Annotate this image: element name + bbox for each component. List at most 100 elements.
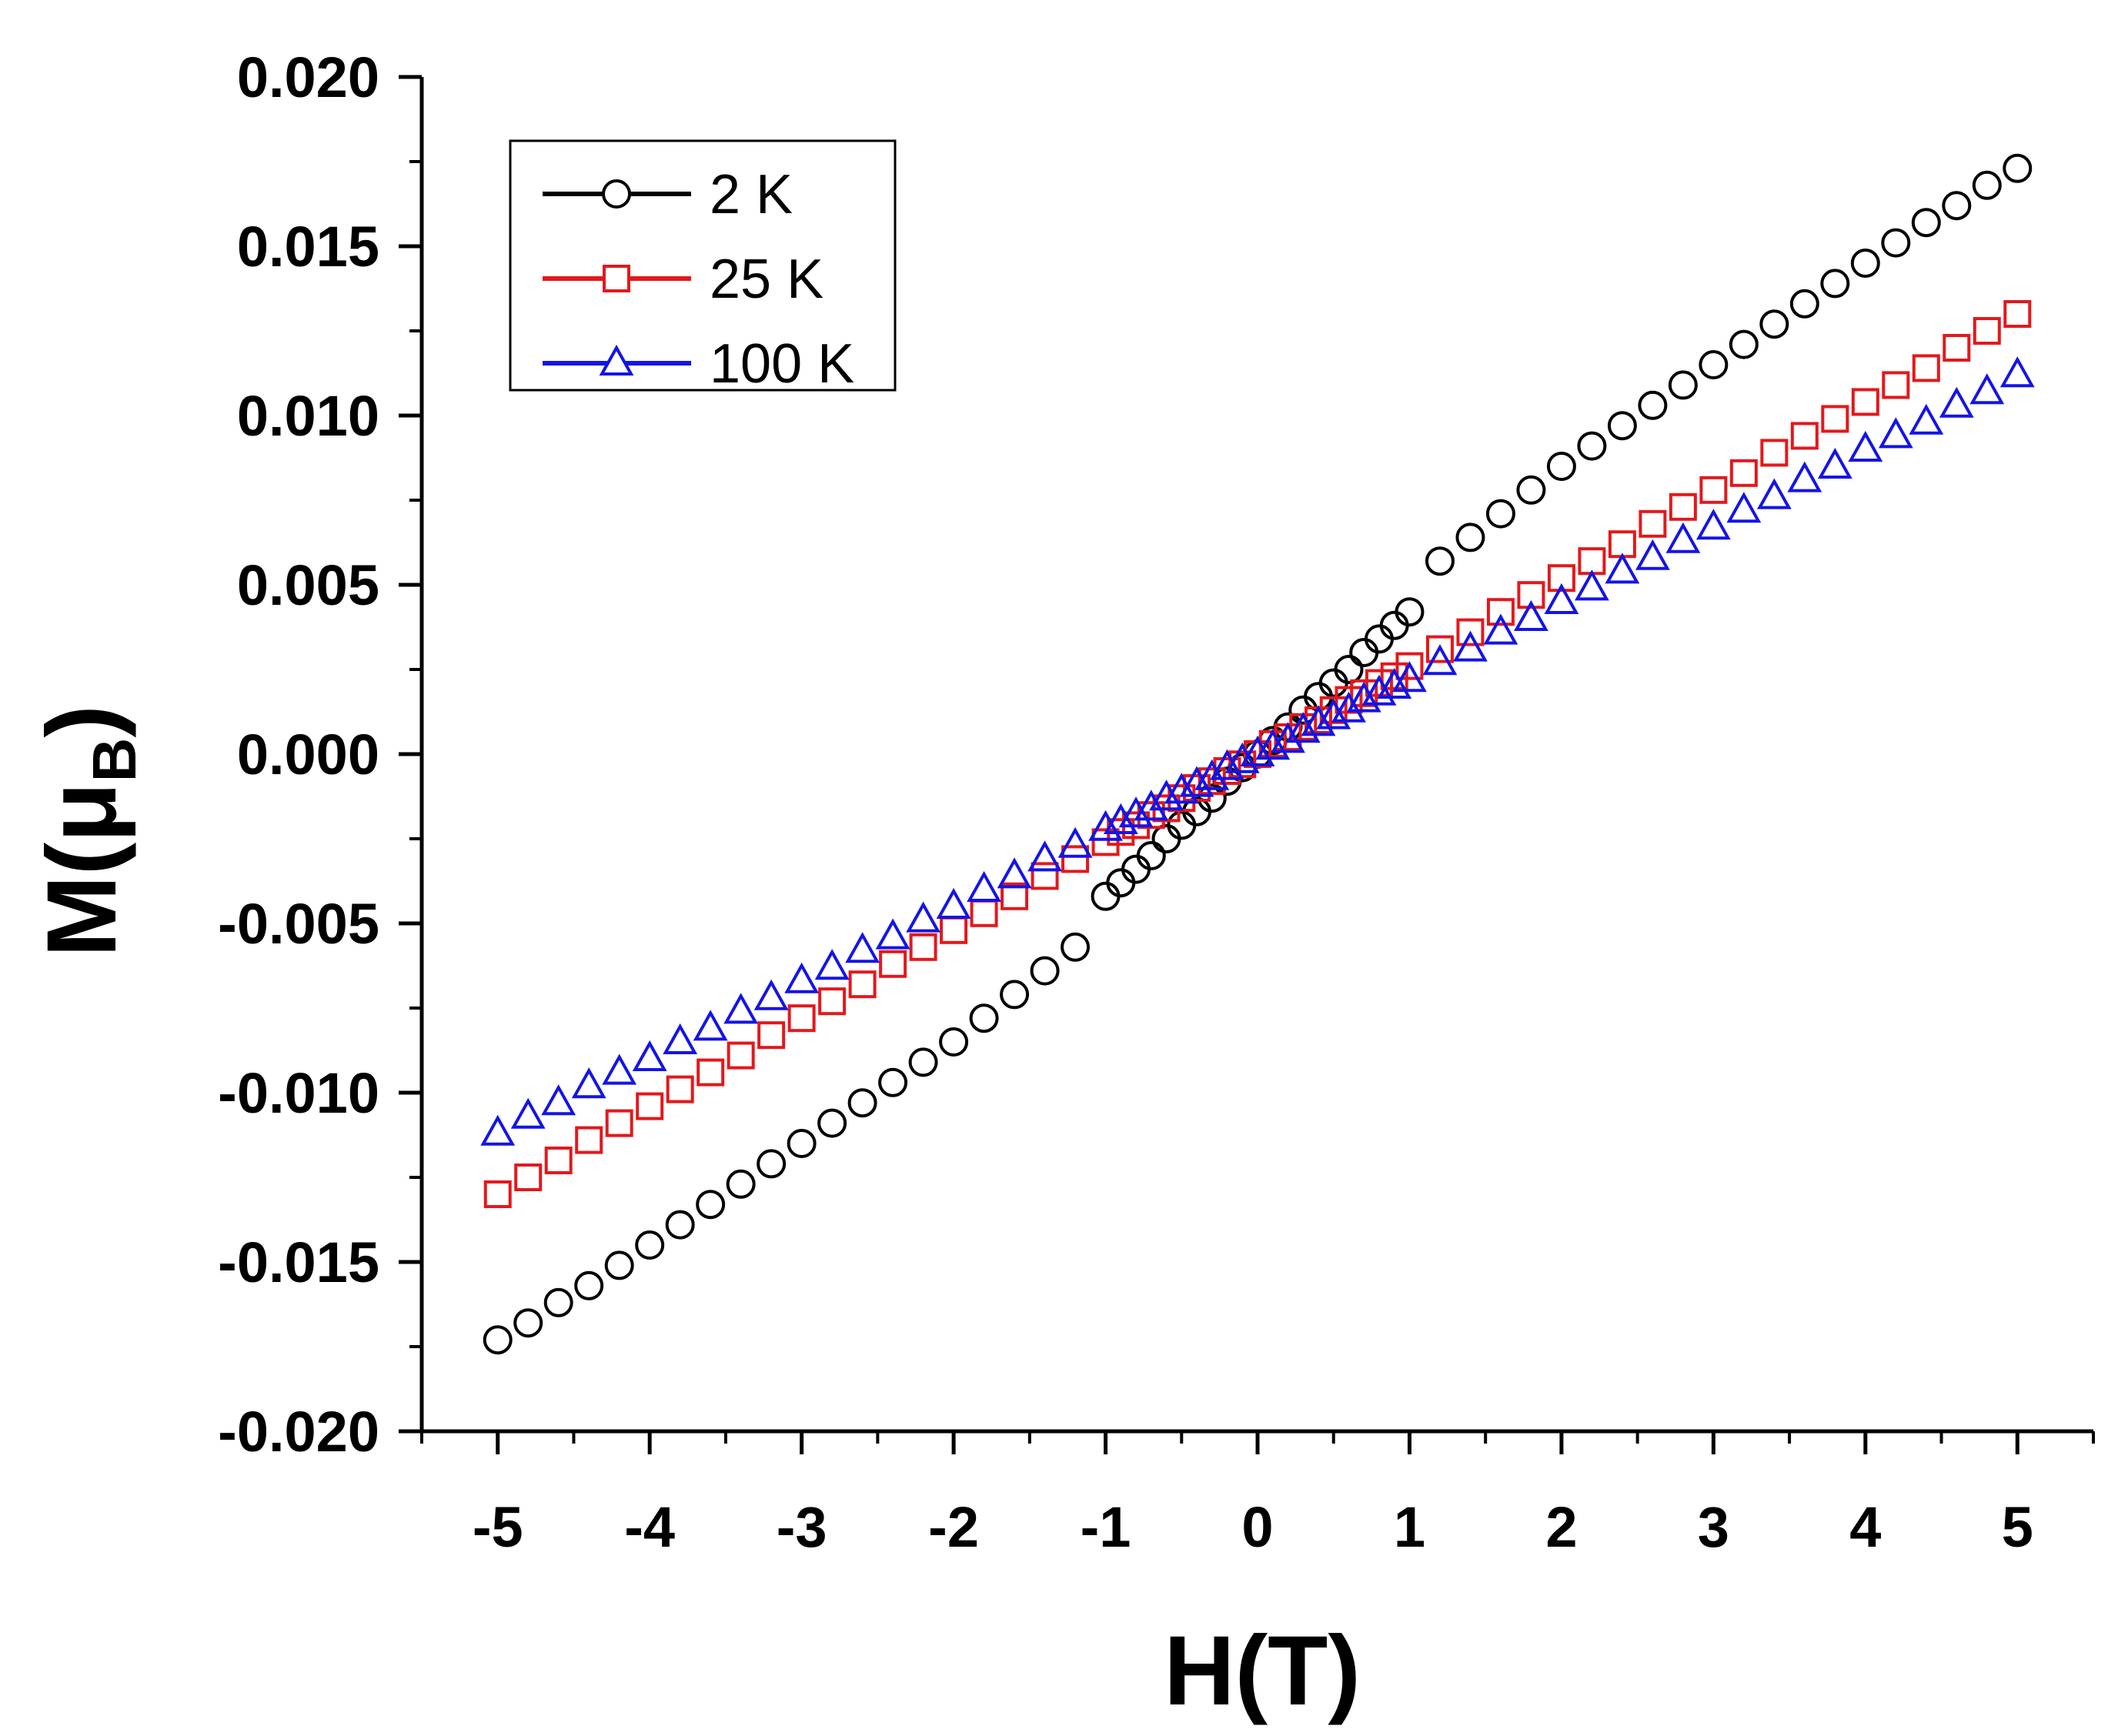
data-point — [1943, 334, 1971, 362]
data-point — [817, 1108, 847, 1138]
x-tick-label: 1 — [1394, 1495, 1425, 1559]
data-point — [1194, 759, 1230, 790]
data-point — [1030, 956, 1060, 986]
data-point — [1285, 712, 1321, 743]
legend-label: 2 K — [710, 164, 793, 225]
data-point — [848, 970, 877, 999]
data-point — [1001, 882, 1029, 910]
data-point — [1912, 354, 1940, 382]
data-point — [1346, 681, 1381, 713]
data-point — [1091, 828, 1120, 856]
legend-marker — [602, 179, 631, 209]
x-tick-label: -5 — [473, 1495, 523, 1559]
data-point — [483, 1180, 512, 1208]
y-tick-label: 0.005 — [237, 553, 379, 617]
data-point — [1911, 208, 1941, 238]
data-point — [787, 1004, 816, 1033]
data-point — [1517, 581, 1545, 609]
data-point — [1334, 655, 1364, 684]
x-tick-label: 0 — [1241, 1495, 1273, 1559]
x-axis-ticks — [420, 1431, 2095, 1454]
legend-entry: 100 K — [543, 333, 854, 395]
data-point — [1453, 630, 1488, 662]
data-point — [908, 1047, 938, 1077]
data-point — [1639, 509, 1667, 538]
y-axis-title: M(μB) — [27, 705, 149, 957]
data-point — [784, 962, 820, 993]
data-point — [1668, 370, 1698, 400]
data-point — [1271, 722, 1305, 753]
data-point — [1061, 932, 1091, 962]
data-point — [543, 1287, 573, 1317]
y-tick-label: 0.020 — [237, 45, 379, 109]
legend-entries: 2 K 25 K 100 K — [543, 164, 854, 395]
data-point — [575, 1126, 603, 1154]
data-point — [878, 1067, 908, 1097]
data-point — [970, 899, 998, 927]
data-point — [1224, 742, 1260, 773]
data-point — [1422, 644, 1458, 676]
data-point — [906, 901, 941, 933]
data-point — [847, 1088, 877, 1118]
data-point — [1729, 459, 1758, 487]
legend-entry: 2 K — [543, 164, 793, 225]
x-tick-label: -1 — [1081, 1495, 1131, 1559]
y-tick-labels: -0.020 -0.015 -0.010 -0.005 0.000 0.005 0.010 0… — [218, 45, 379, 1464]
data-point — [1136, 841, 1166, 870]
data-point — [1516, 475, 1546, 505]
data-point — [1255, 729, 1291, 760]
data-point — [1787, 461, 1822, 492]
data-point — [1699, 350, 1729, 379]
data-point — [604, 1250, 634, 1280]
data-point — [1301, 705, 1336, 736]
data-point — [483, 1325, 513, 1355]
x-tick-label: 5 — [2002, 1495, 2033, 1559]
data-point — [571, 1067, 606, 1099]
data-point — [1091, 881, 1121, 911]
x-tick-label: 2 — [1545, 1495, 1577, 1559]
data-point — [967, 870, 1001, 902]
legend-entry: 25 K — [543, 249, 823, 310]
data-point — [1395, 597, 1425, 627]
data-point — [1699, 476, 1728, 504]
data-point — [1379, 610, 1409, 640]
data-point — [1425, 546, 1455, 576]
data-point — [1331, 691, 1366, 723]
data-point — [1164, 773, 1199, 804]
data-point — [574, 1270, 604, 1300]
y-axis-title-subscript: B — [80, 738, 149, 783]
data-point — [814, 949, 850, 980]
data-point — [544, 1147, 573, 1174]
y-tick-label: 0.015 — [237, 215, 379, 279]
data-point — [1031, 862, 1059, 890]
data-point — [697, 1058, 725, 1087]
data-point — [939, 1027, 969, 1057]
data-point — [1850, 249, 1880, 278]
data-point — [1318, 668, 1348, 698]
data-point — [1134, 790, 1169, 821]
data-point — [1790, 422, 1819, 450]
data-point — [636, 1092, 664, 1120]
data-point — [936, 887, 971, 919]
data-point — [605, 1109, 633, 1137]
data-point — [1167, 810, 1197, 840]
data-point — [1486, 598, 1515, 626]
y-axis-title-symbol: μ — [27, 782, 137, 842]
data-point — [1088, 810, 1123, 841]
data-point — [1942, 191, 1972, 221]
data-point — [510, 1097, 546, 1129]
data-point — [845, 932, 880, 963]
data-point — [1544, 583, 1579, 614]
data-point — [480, 1114, 516, 1146]
y-tick-label: -0.010 — [218, 1061, 379, 1125]
data-point — [1106, 868, 1136, 898]
data-point — [969, 1003, 999, 1033]
data-point — [1547, 564, 1575, 593]
data-point — [663, 1023, 698, 1054]
data-point — [602, 1053, 637, 1085]
data-point — [1756, 478, 1792, 509]
data-point — [1821, 405, 1849, 433]
data-point — [1395, 652, 1424, 680]
data-point — [1361, 674, 1397, 706]
